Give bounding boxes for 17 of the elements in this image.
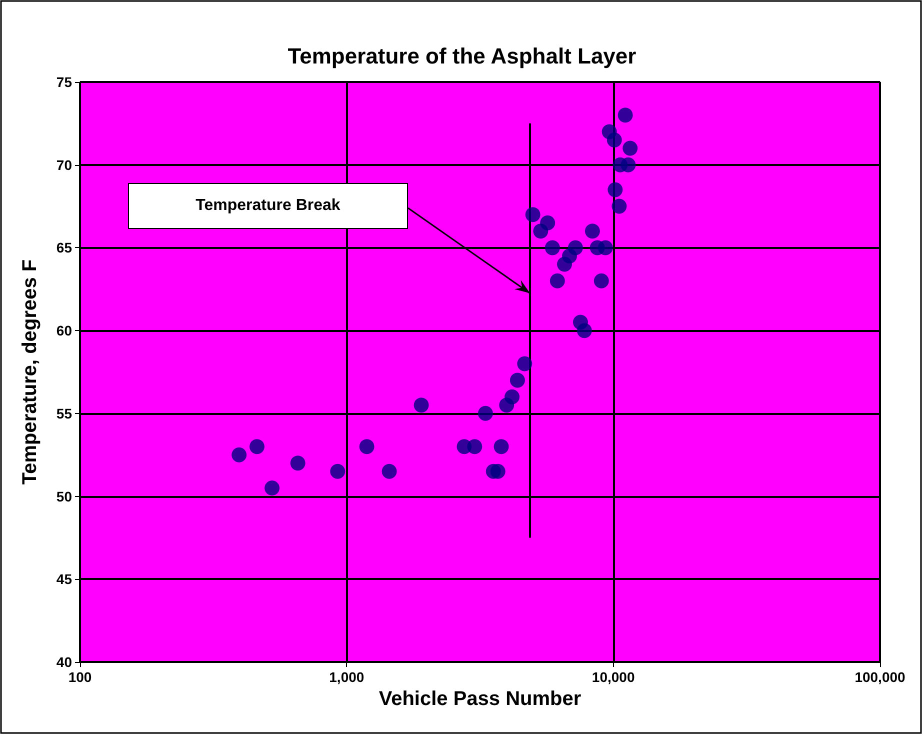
x-tick-label: 1,000	[329, 669, 364, 685]
y-axis-title: Temperature, degrees F	[19, 259, 41, 485]
y-tick-label: 55	[56, 405, 72, 422]
x-tick-label: 10,000	[592, 669, 635, 685]
chart-title: Temperature of the Asphalt Layer	[288, 44, 637, 68]
note-box: Temperature Break	[128, 183, 408, 229]
x-tick-label: 100,000	[854, 669, 906, 685]
y-tick-label: 70	[56, 156, 72, 173]
y-tick-label: 60	[56, 322, 72, 339]
y-tick-label: 45	[56, 571, 72, 588]
y-tick-label: 40	[56, 654, 72, 670]
y-tick-label: 75	[56, 74, 72, 90]
x-axis-title: Vehicle Pass Number	[378, 688, 582, 710]
y-tick-label: 65	[56, 240, 72, 256]
annotation: Temperature Break	[196, 197, 340, 215]
x-tick-label: 100	[68, 669, 92, 685]
y-tick-label: 50	[56, 488, 72, 504]
